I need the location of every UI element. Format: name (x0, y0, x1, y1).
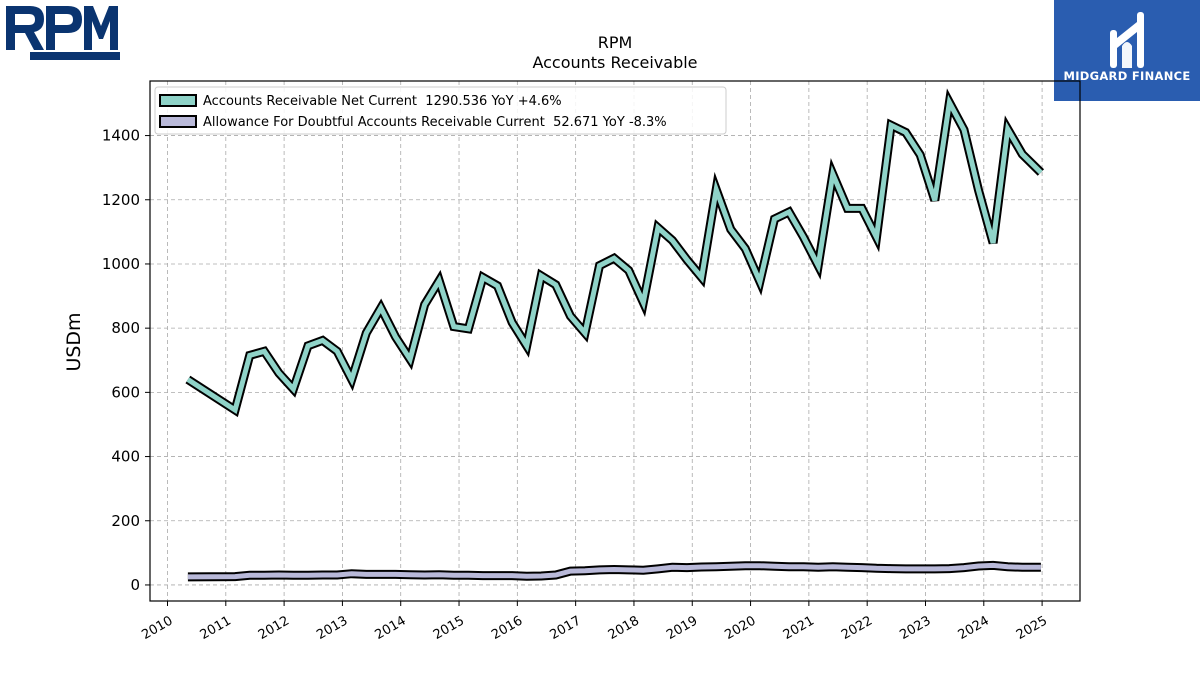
rpm-logo-letter-p (46, 6, 82, 50)
legend-label-accounts-receivable: Accounts Receivable Net Current 1290.536… (203, 94, 562, 109)
x-tick-label: 2022 (839, 613, 875, 643)
x-tick-label: 2021 (781, 613, 817, 643)
x-tick-label: 2016 (489, 613, 525, 643)
x-tick-label: 2013 (314, 613, 350, 643)
series-allowance-doubtful-line-fill (187, 562, 1041, 580)
legend-box (154, 86, 727, 135)
y-axis-ticks: 0 200 400 600 800 1000 1200 1400 (102, 127, 150, 594)
legend-swatch-accounts-receivable (159, 94, 197, 107)
y-tick-label: 400 (111, 448, 140, 466)
y-axis-label: USDm (63, 312, 85, 371)
series-accounts-receivable-line (185, 88, 1045, 418)
x-tick-label: 2023 (897, 613, 933, 643)
rpm-logo-graphic (6, 6, 120, 60)
x-tick-label: 2010 (139, 613, 175, 643)
y-tick-label: 0 (130, 576, 140, 594)
x-tick-label: 2012 (256, 613, 292, 643)
x-tick-label: 2015 (431, 613, 467, 643)
x-tick-label: 2018 (606, 613, 642, 643)
legend: Accounts Receivable Net Current 1290.536… (154, 86, 727, 135)
x-tick-label: 2025 (1014, 613, 1050, 643)
midgard-mark-icon (1110, 12, 1144, 68)
rpm-logo-letter-m (84, 6, 118, 50)
midgard-finance-logo-icon: MIDGARD FINANCE (1054, 0, 1200, 101)
series-allowance-doubtful-line (187, 560, 1041, 582)
legend-swatch-allowance-doubtful (159, 115, 197, 128)
chart-subtitle: Accounts Receivable (532, 53, 697, 72)
rpm-logo-underline (30, 52, 120, 60)
grid-lines (150, 81, 1080, 601)
x-tick-label: 2011 (198, 613, 234, 643)
series-layer (185, 88, 1045, 582)
series-accounts-receivable-line-fill (186, 94, 1043, 414)
y-tick-label: 1000 (102, 255, 140, 273)
x-tick-label: 2020 (722, 613, 758, 643)
y-tick-label: 600 (111, 383, 140, 401)
chart-title: RPM (598, 33, 633, 52)
x-tick-label: 2019 (664, 613, 700, 643)
x-tick-label: 2017 (547, 613, 583, 643)
y-tick-label: 1400 (102, 127, 140, 145)
y-tick-label: 1200 (102, 191, 140, 209)
midgard-brand-name: MIDGARD FINANCE (1063, 69, 1191, 83)
y-tick-label: 200 (111, 512, 140, 530)
rpm-logo-icon (4, 4, 122, 62)
x-axis-ticks: 2010 2011 2012 2013 2014 2015 2016 2017 2018 2019… (139, 601, 1050, 643)
x-tick-label: 2024 (956, 613, 992, 643)
plot-frame (149, 80, 1081, 602)
rpm-logo-letter-r (6, 6, 44, 50)
x-tick-label: 2014 (373, 613, 409, 643)
legend-label-allowance-doubtful: Allowance For Doubtful Accounts Receivab… (203, 115, 667, 130)
y-tick-label: 800 (111, 319, 140, 337)
